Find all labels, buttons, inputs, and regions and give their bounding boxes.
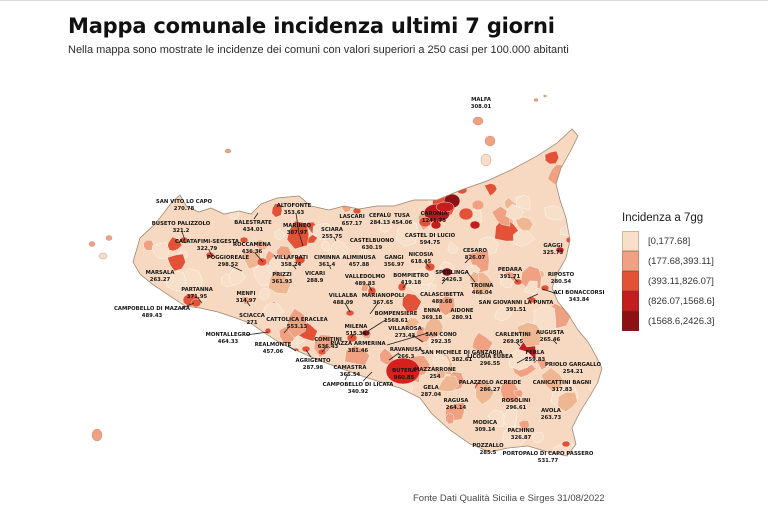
leader-line <box>512 276 519 283</box>
legend-title: Incidenza a 7gg <box>622 212 704 224</box>
leader-line <box>541 288 559 295</box>
leader-line <box>254 252 264 263</box>
leader-line <box>515 341 521 347</box>
leader-line <box>424 261 431 269</box>
leader-line <box>516 356 529 364</box>
leader-line <box>466 271 476 283</box>
island <box>88 241 96 247</box>
leader-line <box>350 333 355 339</box>
label-leader-lines <box>179 212 559 382</box>
island <box>533 98 539 102</box>
leader-line <box>298 232 304 247</box>
legend-label: [0,177.68] <box>648 235 691 247</box>
legend-swatch <box>622 291 639 311</box>
leader-line <box>321 346 327 353</box>
leader-line <box>283 325 291 334</box>
leader-line <box>305 349 312 358</box>
leader-line <box>179 302 195 310</box>
source-footer: Fonte Dati Qualità Sicilia e Sirges 31/0… <box>413 493 605 504</box>
leader-line <box>246 301 251 307</box>
legend-item: [0,177.68] <box>622 231 715 251</box>
leader-line <box>369 302 379 315</box>
leader-line <box>411 334 424 343</box>
legend-swatch <box>622 271 639 291</box>
legend-label: (393.11,826.07] <box>648 275 714 287</box>
legend-swatch <box>622 251 639 271</box>
leader-line <box>181 231 186 241</box>
island <box>472 116 484 126</box>
leader-line <box>441 278 447 285</box>
leader-line <box>464 257 471 264</box>
island <box>98 252 108 260</box>
leader-line <box>388 352 400 361</box>
leader-line <box>367 283 373 292</box>
legend-items: [0,177.68] (177.68,393.11] (393.11,826.07]… <box>622 231 715 331</box>
leader-line <box>287 345 297 352</box>
leader-line <box>344 373 349 381</box>
island <box>543 94 547 98</box>
legend-swatch <box>622 311 639 331</box>
page-subtitle: Nella mappa sono mostrate le incidenze d… <box>68 44 569 56</box>
legend-item: (177.68,393.11] <box>622 251 715 271</box>
leader-line <box>230 265 243 272</box>
legend-label: (826.07,1568.6] <box>648 295 715 307</box>
leader-line <box>367 318 388 332</box>
leader-line <box>362 371 373 382</box>
minor-islands <box>88 94 547 442</box>
page-title: Mappa comunale incidenza ultimi 7 giorni <box>68 14 555 38</box>
leader-line <box>552 339 558 345</box>
leader-line <box>344 302 351 313</box>
leader-line <box>295 212 300 235</box>
island <box>480 153 492 167</box>
leader-line <box>402 282 408 289</box>
leader-line <box>328 264 332 270</box>
legend-label: (1568.6,2426.3] <box>648 315 715 327</box>
legend-item: (393.11,826.07] <box>622 271 715 291</box>
leader-line <box>526 293 539 300</box>
island <box>91 428 103 442</box>
leader-line <box>386 332 429 346</box>
island <box>105 235 113 241</box>
leader-line <box>208 249 213 257</box>
leader-line <box>333 236 337 242</box>
leader-line <box>245 331 269 336</box>
legend-item: (826.07,1568.6] <box>622 291 715 311</box>
sicily-coastline <box>132 128 603 457</box>
island <box>484 135 496 147</box>
top-rule <box>0 0 768 1</box>
leader-line <box>197 297 203 304</box>
legend-item: (1568.6,2426.3] <box>622 311 715 331</box>
leader-line <box>253 212 259 220</box>
leader-line <box>292 264 297 270</box>
island <box>224 148 232 154</box>
legend-label: (177.68,393.11] <box>648 255 714 267</box>
legend-swatch <box>622 231 639 251</box>
legend: Incidenza a 7gg [0,177.68] (177.68,393.11… <box>622 212 715 331</box>
